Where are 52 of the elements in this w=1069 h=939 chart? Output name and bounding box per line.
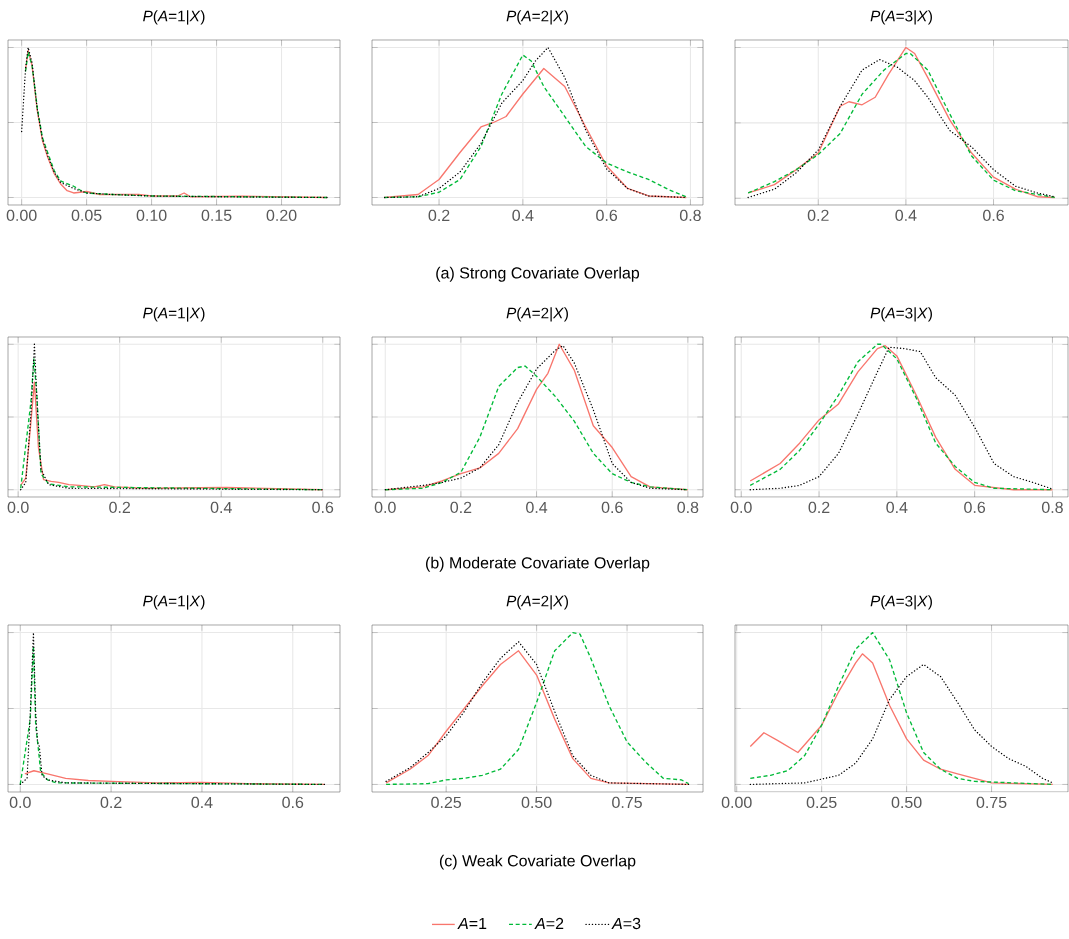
chart-title: P(A=1|X)	[143, 595, 205, 610]
x-tick-label: 0.0	[7, 501, 29, 514]
x-tick-label: 0.50	[521, 796, 552, 809]
x-tick-label: 0.00	[721, 796, 752, 809]
x-tick-label: 0.8	[679, 209, 701, 222]
x-tick-label: 0.15	[201, 209, 232, 222]
x-tick-label: 0.0	[9, 796, 31, 809]
x-tick-label: 0.6	[964, 501, 986, 514]
x-tick-label: 0.4	[526, 501, 548, 514]
chart-title: P(A=1|X)	[143, 10, 205, 25]
x-tick-label: 0.05	[71, 209, 102, 222]
x-tick-label: 0.4	[886, 501, 908, 514]
legend-label: A=3	[611, 917, 641, 930]
x-tick-label: 0.2	[450, 501, 472, 514]
legend-label: A=2	[534, 917, 564, 930]
x-tick-label: 0.8	[1041, 501, 1063, 514]
x-tick-label: 0.6	[983, 209, 1004, 222]
x-tick-label: 0.25	[806, 796, 837, 809]
text: (c) Weak Covariate Overlap	[439, 854, 636, 870]
chart-title: P(A=1|X)	[143, 307, 205, 322]
chart-title: P(A=2|X)	[506, 307, 568, 322]
chart-title: P(A=3|X)	[870, 10, 932, 25]
x-tick-label: 0.2	[428, 209, 450, 222]
x-tick-label: 0.25	[431, 796, 462, 809]
x-tick-label: 0.0	[374, 501, 396, 514]
x-tick-label: 0.00	[6, 209, 37, 222]
x-tick-label: 0.20	[266, 209, 297, 222]
x-tick-label: 0.4	[895, 209, 917, 222]
chart-title: P(A=3|X)	[870, 595, 932, 610]
x-tick-label: 0.75	[612, 796, 642, 809]
text: (a) Strong Covariate Overlap	[436, 266, 640, 282]
chart-title: P(A=2|X)	[506, 595, 568, 610]
x-tick-label: 0.2	[100, 796, 122, 809]
x-tick-label: 0.10	[136, 209, 167, 222]
x-tick-label: 0.2	[808, 501, 830, 514]
x-tick-label: 0.2	[109, 501, 130, 514]
x-tick-label: 0.4	[512, 209, 534, 222]
x-tick-label: 0.6	[601, 501, 623, 514]
chart-title: P(A=2|X)	[506, 10, 568, 25]
x-tick-label: 0.4	[191, 796, 213, 809]
legend-label: A=1	[457, 917, 487, 929]
x-tick-label: 0.6	[312, 501, 334, 514]
x-tick-label: 0.4	[210, 501, 232, 514]
x-tick-label: 0.2	[807, 209, 829, 222]
text: (b) Moderate Covariate Overlap	[426, 556, 650, 572]
x-tick-label: 0.6	[282, 796, 304, 809]
x-tick-label: 0.8	[677, 501, 699, 514]
x-tick-label: 0.0	[730, 501, 752, 514]
x-tick-label: 0.50	[891, 796, 922, 809]
x-tick-label: 0.75	[976, 796, 1007, 809]
x-tick-label: 0.6	[596, 209, 618, 222]
chart-title: P(A=3|X)	[870, 307, 932, 322]
